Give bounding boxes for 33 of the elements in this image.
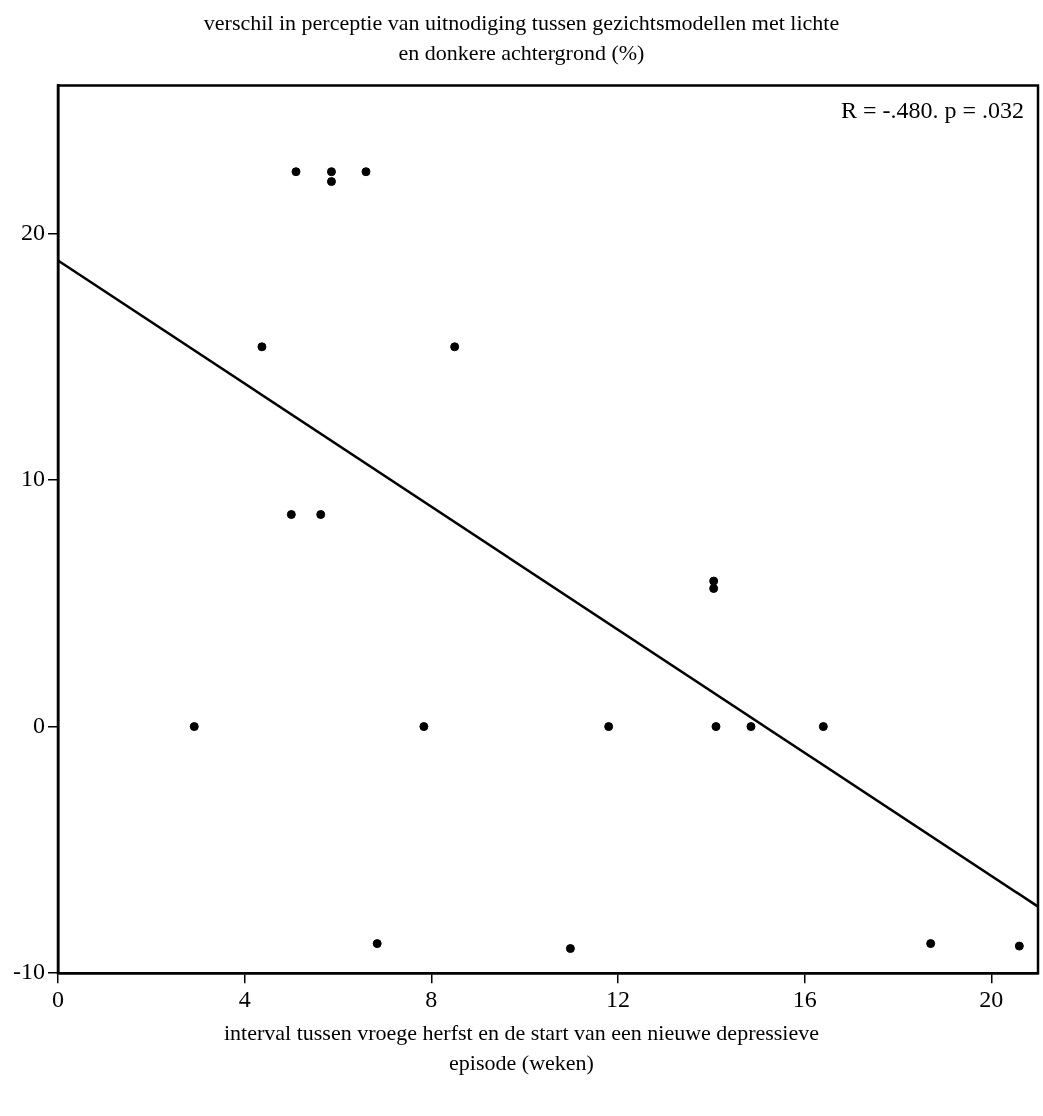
- point: [326, 167, 336, 177]
- annotation: R = -.480. p = .032: [840, 96, 1024, 123]
- point: [450, 342, 460, 352]
- point: [746, 722, 756, 732]
- point: [372, 939, 382, 949]
- point: [1014, 941, 1024, 951]
- point: [291, 167, 301, 177]
- point: [926, 939, 936, 949]
- point: [286, 510, 296, 519]
- x-tick-label: 8: [425, 985, 438, 1012]
- point: [711, 722, 721, 732]
- y-tick-label: 10: [20, 465, 45, 492]
- point: [709, 583, 719, 593]
- y-tick-label: 20: [20, 218, 45, 245]
- x-axis-title: interval tussen vroege herfst en de start van een nieuwe depressieve episode (weken): [223, 1019, 820, 1077]
- point: [565, 944, 575, 954]
- point: [257, 342, 267, 352]
- x-tick-label: 4: [238, 985, 251, 1012]
- point: [604, 722, 614, 732]
- point: [326, 177, 336, 187]
- point: [419, 722, 429, 732]
- x-tick-label: 12: [606, 985, 630, 1012]
- x-tick-label: 0: [51, 985, 64, 1012]
- y-tick-label: -10: [12, 958, 45, 985]
- point: [316, 510, 326, 519]
- point: [361, 167, 371, 177]
- x-tick-label: 16: [792, 985, 817, 1012]
- x-tick-label: 20: [979, 985, 1004, 1012]
- y-tick-label: 0: [32, 711, 45, 738]
- point: [189, 722, 199, 732]
- point: [818, 722, 828, 732]
- y-axis-title: verschil in perceptie van uitnodiging tussen gezichtsmodellen met lichte en donkere achtergrond (%): [202, 9, 841, 67]
- point: [709, 576, 719, 586]
